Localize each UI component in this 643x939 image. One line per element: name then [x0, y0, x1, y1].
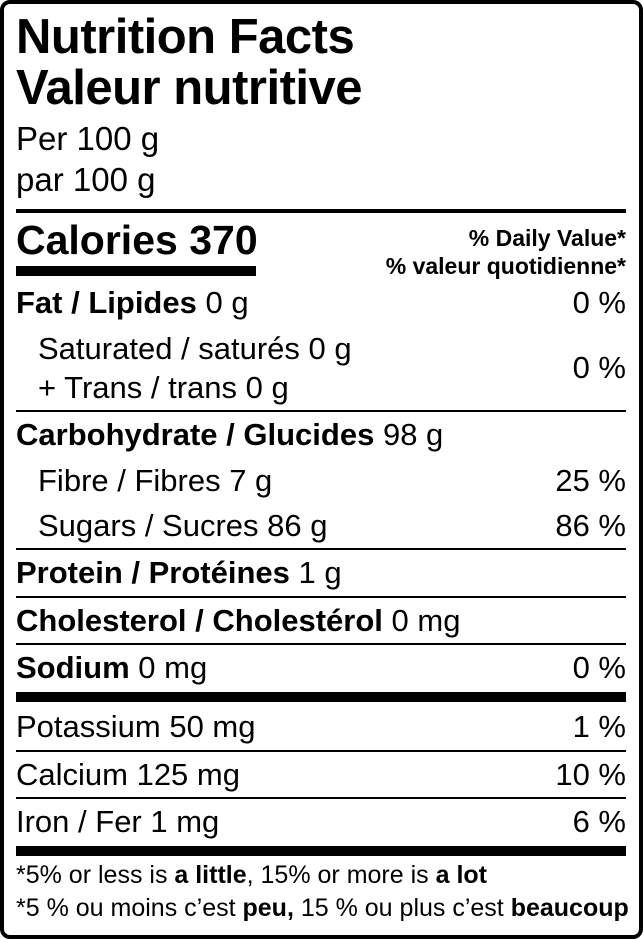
- serving-size-en: Per 100 g: [16, 119, 160, 157]
- row-sodium: Sodium 0 mg 0 %: [16, 645, 626, 690]
- footnote-en: *5% or less is a little, 15% or more is …: [16, 859, 626, 892]
- potassium-line: Potassium 50 mg: [16, 709, 256, 745]
- footnote-en-a-lot: a lot: [435, 861, 487, 890]
- footnote-en-a-little: a little: [174, 861, 247, 890]
- protein-amount: 1 g: [298, 555, 342, 591]
- calories-underline: [16, 266, 256, 277]
- protein-name: Protein / Protéines 1 g: [16, 553, 342, 592]
- carbohydrate-name: Carbohydrate / Glucides 98 g: [16, 415, 443, 454]
- daily-value-header-fr: % valeur quotidienne*: [385, 253, 626, 280]
- saturated-trans-dv: 0 %: [572, 350, 626, 386]
- sugars-line: Sugars / Sucres 86 g: [38, 507, 328, 543]
- cholesterol-name: Cholesterol / Cholestérol 0 mg: [16, 601, 460, 640]
- iron-dv: 6 %: [572, 804, 626, 840]
- footnote-fr-mid: 15 % ou plus c’est: [293, 894, 511, 923]
- fat-dv: 0 %: [572, 285, 626, 321]
- footnote-fr-peu: peu,: [242, 894, 294, 923]
- daily-value-header: % Daily Value* % valeur quotidienne*: [386, 219, 626, 280]
- title-en: Nutrition Facts: [16, 10, 355, 64]
- footnote-fr-pre: *5 % ou moins c’est: [16, 894, 243, 923]
- saturated-trans-lines: Saturated / saturés 0 g + Trans / trans …: [16, 329, 352, 408]
- rule-after-cholesterol: [16, 643, 626, 646]
- calories-label: Calories: [16, 217, 178, 264]
- fat-name: Fat / Lipides 0 g: [16, 283, 249, 322]
- cholesterol-amount: 0 mg: [391, 602, 461, 638]
- daily-value-header-en: % Daily Value*: [468, 225, 626, 252]
- row-iron: Iron / Fer 1 mg 6 %: [16, 799, 626, 844]
- protein-label: Protein / Protéines: [16, 555, 290, 591]
- rule-after-potassium: [16, 749, 626, 752]
- rule-thick-after-sodium: [16, 692, 626, 703]
- footnote-en-pre: *5% or less is: [16, 861, 175, 890]
- sodium-label: Sodium: [16, 650, 130, 686]
- carbohydrate-amount: 98 g: [382, 417, 444, 453]
- row-fat: Fat / Lipides 0 g 0 %: [16, 280, 626, 325]
- serving-size-fr: par 100 g: [16, 161, 156, 199]
- calcium-dv: 10 %: [555, 756, 626, 792]
- rule-after-protein: [16, 595, 626, 598]
- calories-left: Calories 370: [16, 219, 258, 277]
- row-protein: Protein / Protéines 1 g: [16, 550, 626, 595]
- row-cholesterol: Cholesterol / Cholestérol 0 mg: [16, 598, 626, 643]
- trans-line: + Trans / trans 0 g: [38, 369, 289, 405]
- rule-after-calcium: [16, 797, 626, 800]
- row-calcium: Calcium 125 mg 10 %: [16, 752, 626, 797]
- rule-thick-after-iron: [16, 846, 626, 857]
- calories-block: Calories 370 % Daily Value* % valeur quo…: [16, 215, 626, 280]
- sugars-dv: 86 %: [555, 507, 626, 543]
- row-fibre: Fibre / Fibres 7 g 25 %: [16, 458, 626, 503]
- calories-value: 370: [189, 217, 258, 264]
- footnote-fr-beaucoup: beaucoup: [510, 894, 629, 923]
- potassium-dv: 1 %: [572, 709, 626, 745]
- sodium-amount: 0 mg: [138, 650, 208, 686]
- rule-after-carbohydrate: [16, 548, 626, 551]
- calories-line: Calories 370: [16, 219, 258, 262]
- fat-amount: 0 g: [205, 285, 249, 321]
- footnote-fr: *5 % ou moins c’est peu, 15 % ou plus c’…: [16, 892, 629, 925]
- fibre-dv: 25 %: [555, 462, 626, 498]
- fibre-line: Fibre / Fibres 7 g: [38, 462, 273, 498]
- title-fr: Valeur nutritive: [16, 60, 363, 115]
- row-potassium: Potassium 50 mg 1 %: [16, 704, 626, 749]
- saturated-line: Saturated / saturés 0 g: [38, 330, 352, 366]
- footnote-en-mid: , 15% or more is: [246, 861, 436, 890]
- row-carbohydrate: Carbohydrate / Glucides 98 g: [16, 412, 626, 457]
- carbohydrate-label: Carbohydrate / Glucides: [16, 417, 375, 453]
- fat-label: Fat / Lipides: [16, 285, 197, 321]
- sodium-name: Sodium 0 mg: [16, 648, 207, 687]
- row-sugars: Sugars / Sucres 86 g 86 %: [16, 503, 626, 548]
- cholesterol-label: Cholesterol / Cholestérol: [16, 602, 383, 638]
- sodium-dv: 0 %: [572, 650, 626, 686]
- rule-after-fat: [16, 410, 626, 413]
- calcium-line: Calcium 125 mg: [16, 756, 240, 792]
- rule-header: [16, 209, 626, 214]
- row-saturated-trans: Saturated / saturés 0 g + Trans / trans …: [16, 326, 626, 411]
- iron-line: Iron / Fer 1 mg: [16, 804, 220, 840]
